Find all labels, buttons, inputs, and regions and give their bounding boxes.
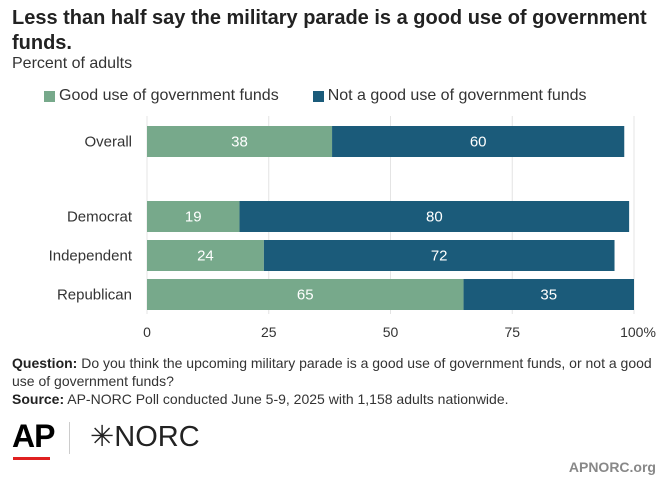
source-text: AP-NORC Poll conducted June 5-9, 2025 wi… — [64, 391, 509, 407]
norc-logo: ✳NORC — [90, 421, 200, 453]
question-text: Do you think the upcoming military parad… — [12, 355, 652, 389]
category-label-overall: Overall — [84, 134, 132, 151]
bar-good-independent — [147, 240, 264, 271]
chart-footer: Question: Do you think the upcoming mili… — [12, 354, 657, 408]
bar-not-good-overall — [332, 126, 625, 157]
ap-logo-underline — [13, 457, 50, 460]
question-note: Question: Do you think the upcoming mili… — [12, 354, 657, 390]
data-label-good-overall: 38 — [231, 134, 248, 151]
bar-good-overall — [147, 126, 333, 157]
data-label-good-republican: 65 — [297, 287, 314, 304]
chart-subtitle: Percent of adults — [12, 55, 133, 72]
x-tick-label-50: 50 — [383, 324, 399, 340]
question-label: Question: — [12, 355, 78, 371]
source-note: Source: AP-NORC Poll conducted June 5-9,… — [12, 390, 657, 408]
category-label-republican: Republican — [57, 287, 132, 304]
bar-not-good-republican — [463, 279, 634, 310]
x-tick-label-25: 25 — [261, 324, 277, 340]
x-tick-label-100: 100% — [620, 324, 656, 340]
data-label-not-good-overall: 60 — [470, 134, 487, 151]
site-url: APNORC.org — [568, 459, 656, 475]
source-label: Source: — [12, 391, 65, 407]
data-label-not-good-independent: 72 — [431, 248, 448, 265]
x-tick-label-0: 0 — [143, 324, 151, 340]
category-label-independent: Independent — [49, 248, 133, 265]
logo-row: AP ✳NORC — [12, 418, 312, 462]
data-label-not-good-democrat: 80 — [426, 209, 443, 226]
bar-good-republican — [147, 279, 464, 310]
legend-item-not-good: Not a good use of government funds — [312, 87, 587, 105]
bar-good-democrat — [147, 201, 240, 232]
data-label-good-democrat: 19 — [185, 209, 202, 226]
bar-chart: Overall 38 60 Democrat 19 80 Independent 24 72 Re… — [49, 116, 656, 340]
data-label-not-good-republican: 35 — [540, 287, 557, 304]
bar-not-good-independent — [263, 240, 615, 271]
bar-not-good-democrat — [239, 201, 630, 232]
legend-label-good: Good use of government funds — [59, 87, 279, 104]
logo-divider — [69, 422, 70, 454]
ap-logo: AP — [12, 418, 55, 454]
legend-swatch-good — [44, 90, 55, 102]
legend-swatch-not-good — [312, 90, 324, 102]
category-label-democrat: Democrat — [67, 209, 133, 226]
legend-item-good: Good use of government funds — [44, 87, 279, 105]
x-tick-label-75: 75 — [504, 324, 520, 340]
chart-legend: Good use of government funds Not a good … — [44, 86, 621, 106]
legend-label-not-good: Not a good use of government funds — [327, 87, 587, 104]
data-label-good-independent: 24 — [197, 248, 214, 265]
chart-title: Less than half say the military parade i… — [12, 7, 647, 54]
